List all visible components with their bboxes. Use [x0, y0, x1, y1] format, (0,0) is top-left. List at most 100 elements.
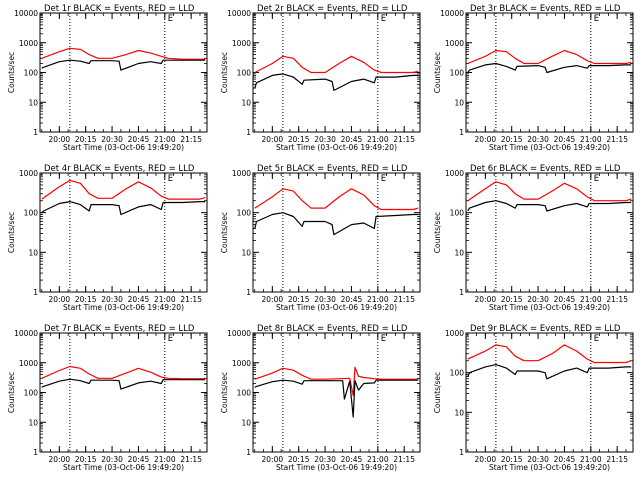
series-line-events [41, 59, 206, 71]
x-axis-label: Start Time (03-Oct-06 19:49:20) [63, 143, 184, 152]
x-tick-label: 21:15 [393, 135, 415, 144]
y-tick-label: 1000 [232, 169, 251, 178]
y-tick-label: 100 [237, 209, 252, 218]
panel-9: Det 9r BLACK = Events, RED = LLD 1 10 100 10… [433, 324, 634, 472]
series-line-lld [41, 365, 206, 380]
x-tick-label: 21:15 [606, 455, 628, 464]
panel-title: Det 9r BLACK = Events, RED = LLD [470, 324, 621, 334]
x-tick-label: 20:00 [49, 455, 71, 464]
y-tick-label: 1 [246, 448, 251, 457]
x-tick-label: 20:00 [262, 135, 284, 144]
y-tick-label: 1000 [445, 39, 464, 48]
y-tick-label: 10000 [14, 329, 38, 338]
y-tick-label: 10000 [14, 9, 38, 18]
x-tick-label: 20:45 [128, 295, 150, 304]
y-tick-label: 10000 [227, 329, 251, 338]
panel-title: Det 8r BLACK = Events, RED = LLD [257, 324, 408, 334]
annotation-label: E [168, 14, 173, 24]
x-tick-label: 20:30 [314, 295, 336, 304]
panel-2: Det 2r BLACK = Events, RED = LLD 1 10 100 10… [220, 4, 421, 152]
x-tick-label: 20:00 [262, 295, 284, 304]
panel-8: Det 8r BLACK = Events, RED = LLD 1 10 100 10… [220, 324, 421, 472]
annotation-label: E [381, 14, 386, 24]
x-tick-label: 20:15 [75, 295, 97, 304]
annotation-label: E [381, 334, 386, 344]
x-tick-label: 20:45 [554, 455, 576, 464]
x-axis-label: Start Time (03-Oct-06 19:49:20) [63, 463, 184, 472]
y-tick-label: 1 [33, 128, 38, 137]
series-line-lld [467, 49, 632, 65]
x-tick-label: 21:00 [154, 455, 176, 464]
y-tick-label: 1000 [445, 329, 464, 338]
y-axis-label: Counts/sec [220, 212, 229, 253]
series-line-events [254, 73, 419, 92]
panel-7: Det 7r BLACK = Events, RED = LLD 1 10 100 10… [7, 324, 208, 472]
y-tick-label: 10000 [440, 9, 464, 18]
x-tick-label: 20:00 [475, 455, 497, 464]
y-tick-label: 100 [24, 69, 39, 78]
y-axis-label: Counts/sec [7, 372, 16, 413]
y-tick-label: 1 [459, 288, 464, 297]
x-tick-label: 20:45 [341, 455, 363, 464]
x-tick-label: 21:00 [580, 295, 602, 304]
x-tick-label: 20:00 [49, 295, 71, 304]
series-line-lld [254, 188, 419, 211]
panel-5: Det 5r BLACK = Events, RED = LLD 1 10 100 10… [220, 164, 421, 312]
x-tick-label: 21:00 [154, 135, 176, 144]
y-axis-label: Counts/sec [7, 212, 16, 253]
annotation-label: E [594, 174, 599, 184]
y-tick-label: 1000 [19, 359, 38, 368]
annotation-label: E [594, 14, 599, 24]
series-line-lld [467, 344, 632, 364]
x-tick-label: 20:45 [128, 455, 150, 464]
y-tick-label: 1 [33, 288, 38, 297]
x-tick-label: 21:15 [180, 135, 202, 144]
panel-1: Det 1r BLACK = Events, RED = LLD 1 10 100 10… [7, 4, 208, 152]
panel-6: Det 6r BLACK = Events, RED = LLD 1 10 100 10… [433, 164, 634, 312]
y-tick-label: 100 [450, 209, 465, 218]
y-axis-label: Counts/sec [220, 52, 229, 93]
y-tick-label: 10 [28, 418, 38, 427]
x-axis-label: Start Time (03-Oct-06 19:49:20) [276, 463, 397, 472]
series-line-lld [254, 366, 419, 396]
x-tick-label: 20:00 [49, 135, 71, 144]
x-axis-label: Start Time (03-Oct-06 19:49:20) [63, 303, 184, 312]
x-tick-label: 21:15 [606, 135, 628, 144]
y-tick-label: 1 [33, 448, 38, 457]
y-tick-label: 10 [241, 248, 251, 257]
panel-3: Det 3r BLACK = Events, RED = LLD 1 10 100 10… [433, 4, 634, 152]
plot-frame [465, 332, 634, 453]
y-tick-label: 1 [246, 288, 251, 297]
y-tick-label: 1000 [19, 169, 38, 178]
series-line-events [467, 200, 632, 212]
y-tick-label: 1000 [19, 39, 38, 48]
x-tick-label: 20:30 [101, 135, 123, 144]
x-tick-label: 21:00 [367, 135, 389, 144]
x-axis-label: Start Time (03-Oct-06 19:49:20) [276, 143, 397, 152]
plot-frame [39, 12, 208, 133]
x-tick-label: 20:45 [128, 135, 150, 144]
x-tick-label: 21:15 [180, 295, 202, 304]
y-tick-label: 1 [459, 448, 464, 457]
panel-4: Det 4r BLACK = Events, RED = LLD 1 10 100 10… [7, 164, 208, 312]
series-line-events [254, 212, 419, 236]
x-tick-label: 20:15 [501, 455, 523, 464]
x-tick-label: 20:45 [341, 135, 363, 144]
x-tick-label: 20:30 [101, 295, 123, 304]
series-line-events [467, 62, 632, 74]
y-tick-label: 1 [246, 128, 251, 137]
y-axis-label: Counts/sec [433, 52, 442, 93]
panel-title: Det 2r BLACK = Events, RED = LLD [257, 4, 408, 14]
x-tick-label: 21:00 [580, 135, 602, 144]
panel-title: Det 1r BLACK = Events, RED = LLD [44, 4, 195, 14]
x-tick-label: 20:30 [101, 455, 123, 464]
series-line-events [467, 364, 632, 380]
x-axis-label: Start Time (03-Oct-06 19:49:20) [276, 303, 397, 312]
y-tick-label: 10 [454, 248, 464, 257]
series-line-lld [41, 47, 206, 60]
panel-title: Det 7r BLACK = Events, RED = LLD [44, 324, 195, 334]
x-tick-label: 21:00 [580, 455, 602, 464]
y-tick-label: 1000 [232, 359, 251, 368]
x-tick-label: 21:00 [154, 295, 176, 304]
plot-frame [39, 172, 208, 293]
